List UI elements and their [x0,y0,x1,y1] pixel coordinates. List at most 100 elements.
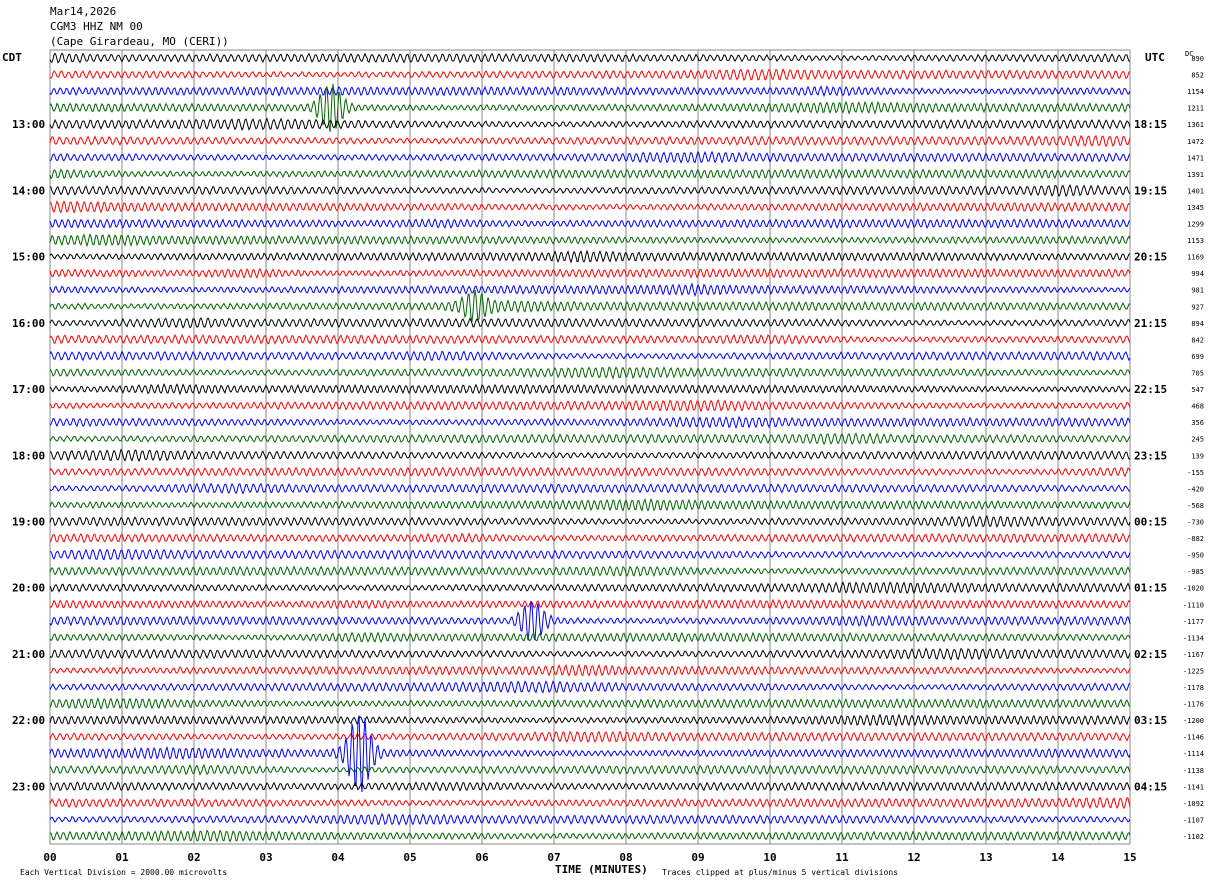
dc-offset-label: 927 [1191,303,1204,311]
x-tick-label: 09 [691,851,704,864]
x-tick-label: 12 [907,851,920,864]
dc-offset-label: 468 [1191,403,1204,411]
trace-line-4 [49,117,1131,131]
dc-offset-label: 139 [1191,452,1204,460]
clip-note: Traces clipped at plus/minus 5 vertical … [662,868,898,877]
utc-zone-label: UTC [1145,51,1165,64]
trace-line-18 [49,350,1131,362]
trace-line-11 [49,233,1131,248]
dc-offset-label: -420 [1187,485,1204,493]
trace-line-43 [49,763,1131,776]
hour-label-local: 21:00 [12,648,45,661]
dc-offset-label: -1176 [1183,701,1204,709]
dc-offset-label: -1114 [1183,750,1204,758]
trace-line-38 [49,680,1131,694]
trace-line-12 [49,249,1131,264]
dc-offset-label: 705 [1191,370,1204,378]
scale-note: Each Vertical Division = 2000.00 microvo… [20,868,227,877]
dc-offset-label: 1401 [1187,187,1204,195]
trace-line-46 [49,812,1131,826]
dc-offset-label: -1020 [1183,585,1204,593]
x-tick-label: 06 [475,851,489,864]
dc-offset-label: -1225 [1183,667,1204,675]
x-tick-label: 14 [1051,851,1065,864]
dc-offset-label: -882 [1187,535,1204,543]
dc-offset-label: -1200 [1183,717,1204,725]
plot-frame [49,49,1131,845]
trace-line-16 [49,316,1131,329]
trace-line-35 [49,631,1131,644]
x-tick-label: 13 [979,851,992,864]
dc-offset-label: 1169 [1187,254,1204,262]
trace-line-32 [49,581,1131,595]
x-tick-label: 03 [259,851,272,864]
trace-line-30 [49,548,1131,561]
station-id: CGM3 HHZ NM 00 [50,20,143,33]
dc-offset-label: 1211 [1187,105,1204,113]
hour-label-utc: 23:15 [1134,449,1167,462]
trace-line-26 [49,482,1131,495]
trace-line-13 [49,267,1131,279]
dc-offset-label: 981 [1191,287,1204,295]
trace-line-17 [49,333,1131,345]
trace-line-31 [49,565,1131,577]
trace-line-39 [49,696,1131,710]
trace-line-20 [49,383,1131,396]
hour-label-local: 13:00 [12,118,45,131]
dc-offset-label: 547 [1191,386,1204,394]
hour-label-utc: 01:15 [1134,582,1167,595]
trace-line-42 [49,715,1131,793]
x-tick-label: 11 [835,851,849,864]
dc-offset-label: -568 [1187,502,1204,510]
dc-offset-label: 842 [1191,336,1204,344]
dc-offset-label: -1134 [1183,634,1204,642]
hour-label-local: 16:00 [12,317,45,330]
hour-label-utc: 02:15 [1134,648,1167,661]
hour-label-utc: 22:15 [1134,383,1167,396]
x-tick-label: 01 [115,851,129,864]
dc-offset-label: -1146 [1183,734,1204,742]
dc-offset-label: -1177 [1183,618,1204,626]
dc-offset-label: 852 [1191,72,1204,80]
trace-line-2 [49,85,1131,98]
trace-line-40 [49,713,1131,728]
dc-offset-label: -1178 [1183,684,1204,692]
dc-offset-label: 1472 [1187,138,1204,146]
dc-offset-label: -950 [1187,552,1204,560]
hour-label-local: 14:00 [12,184,45,197]
trace-line-8 [49,184,1131,198]
hour-label-local: 17:00 [12,383,45,396]
hour-label-utc: 03:15 [1134,714,1167,727]
dc-offset-label: 1154 [1187,88,1204,96]
trace-line-29 [49,532,1131,544]
trace-line-27 [49,497,1131,512]
dc-offset-label: 1391 [1187,171,1204,179]
hour-label-local: 22:00 [12,714,45,727]
dc-offset-label: 245 [1191,436,1204,444]
dc-offset-label: 1345 [1187,204,1204,212]
dc-offset-label: -730 [1187,518,1204,526]
trace-line-1 [49,67,1131,82]
dc-offset-label: 994 [1191,270,1204,278]
trace-line-22 [49,415,1131,429]
trace-line-15 [49,290,1131,323]
dc-offset-label: 1299 [1187,221,1204,229]
trace-line-47 [49,829,1131,843]
x-tick-label: 02 [187,851,200,864]
hour-label-utc: 20:15 [1134,251,1167,264]
dc-offset-label: 1361 [1187,121,1204,129]
trace-line-19 [49,366,1131,380]
x-tick-label: 15 [1123,851,1136,864]
dc-offset-label: -1167 [1183,651,1204,659]
dc-offset-label: -1138 [1183,767,1204,775]
hour-label-local: 23:00 [12,780,45,793]
trace-line-6 [49,150,1131,165]
trace-line-0 [49,52,1131,64]
hour-label-local: 15:00 [12,251,45,264]
trace-line-23 [49,432,1131,446]
trace-line-24 [49,448,1131,463]
x-tick-label: 10 [763,851,776,864]
dc-offset-label: -1110 [1183,601,1204,609]
dc-offset-label: 890 [1191,55,1204,63]
trace-line-7 [49,168,1131,180]
